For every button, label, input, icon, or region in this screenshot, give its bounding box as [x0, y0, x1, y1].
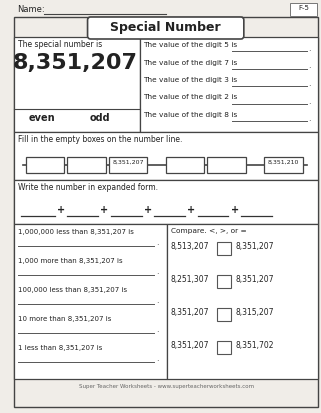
- Text: 1,000,000 less than 8,351,207 is: 1,000,000 less than 8,351,207 is: [18, 229, 134, 235]
- Text: +: +: [144, 205, 152, 215]
- Text: .: .: [156, 238, 159, 247]
- FancyBboxPatch shape: [88, 17, 244, 39]
- Bar: [264, 157, 303, 173]
- Text: 8,351,207: 8,351,207: [170, 341, 209, 350]
- Text: odd: odd: [90, 113, 110, 123]
- Text: 8,315,207: 8,315,207: [235, 308, 273, 317]
- Text: .: .: [308, 44, 311, 53]
- Text: +: +: [57, 205, 65, 215]
- Text: F-5: F-5: [298, 5, 309, 10]
- Text: 8,513,207: 8,513,207: [170, 242, 209, 251]
- Bar: [14, 37, 140, 132]
- Bar: [290, 3, 317, 16]
- Text: .: .: [156, 296, 159, 305]
- Bar: [167, 224, 318, 379]
- Text: even: even: [29, 113, 56, 123]
- Text: 8,351,207: 8,351,207: [13, 53, 137, 73]
- Text: 8,251,307: 8,251,307: [170, 275, 209, 284]
- Text: 8,351,702: 8,351,702: [235, 341, 273, 350]
- Text: Super Teacher Worksheets - www.superteacherworksheets.com: Super Teacher Worksheets - www.superteac…: [79, 384, 254, 389]
- Bar: [217, 275, 231, 288]
- Bar: [14, 132, 318, 180]
- Text: .: .: [308, 97, 311, 105]
- Text: Write the number in expanded form.: Write the number in expanded form.: [18, 183, 158, 192]
- Bar: [207, 157, 246, 173]
- Bar: [109, 157, 147, 173]
- Text: 8,351,207: 8,351,207: [112, 160, 144, 165]
- Text: Compare. <, >, or =: Compare. <, >, or =: [170, 228, 246, 234]
- Text: +: +: [100, 205, 108, 215]
- Text: The value of the digit 3 is: The value of the digit 3 is: [143, 77, 238, 83]
- Bar: [217, 242, 231, 255]
- Text: The value of the digit 8 is: The value of the digit 8 is: [143, 112, 238, 118]
- Bar: [14, 180, 318, 224]
- Bar: [26, 157, 65, 173]
- Text: Name:: Name:: [17, 5, 45, 14]
- Bar: [67, 157, 106, 173]
- Text: The value of the digit 2 is: The value of the digit 2 is: [143, 95, 238, 100]
- Text: Special Number: Special Number: [110, 21, 221, 35]
- Text: 100,000 less than 8,351,207 is: 100,000 less than 8,351,207 is: [18, 287, 127, 293]
- Text: .: .: [156, 354, 159, 363]
- Text: The value of the digit 5 is: The value of the digit 5 is: [143, 42, 238, 48]
- Text: 8,351,207: 8,351,207: [235, 242, 273, 251]
- Text: +: +: [187, 205, 195, 215]
- Text: 8,351,207: 8,351,207: [170, 308, 209, 317]
- Text: .: .: [308, 62, 311, 71]
- Bar: [217, 341, 231, 354]
- Bar: [140, 37, 318, 132]
- Text: The special number is: The special number is: [18, 40, 102, 49]
- Text: 10 more than 8,351,207 is: 10 more than 8,351,207 is: [18, 316, 111, 322]
- Text: 1 less than 8,351,207 is: 1 less than 8,351,207 is: [18, 345, 102, 351]
- Text: .: .: [308, 79, 311, 88]
- Text: +: +: [230, 205, 239, 215]
- Text: 8,351,207: 8,351,207: [235, 275, 273, 284]
- Text: .: .: [156, 325, 159, 334]
- Text: 8,351,210: 8,351,210: [268, 160, 299, 165]
- Text: .: .: [308, 114, 311, 123]
- Text: 1,000 more than 8,351,207 is: 1,000 more than 8,351,207 is: [18, 258, 123, 264]
- Text: The value of the digit 7 is: The value of the digit 7 is: [143, 59, 238, 66]
- Bar: [166, 157, 204, 173]
- Text: Fill in the empty boxes on the number line.: Fill in the empty boxes on the number li…: [18, 135, 182, 144]
- Bar: [217, 308, 231, 321]
- Bar: [14, 224, 167, 379]
- Text: .: .: [156, 267, 159, 276]
